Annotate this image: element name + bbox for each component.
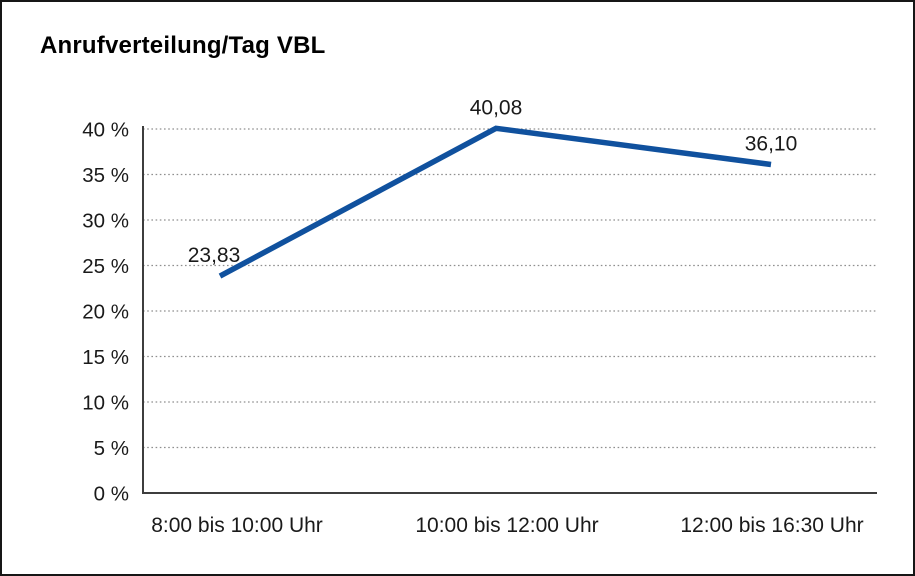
y-axis-tick-label: 5 % <box>94 437 129 460</box>
x-axis-category-label: 10:00 bis 12:00 Uhr <box>415 514 598 537</box>
y-axis-tick-label: 10 % <box>82 392 129 415</box>
y-axis-tick-label: 20 % <box>82 301 129 324</box>
data-point-label: 23,83 <box>188 244 241 267</box>
y-axis-tick-label: 25 % <box>82 255 129 278</box>
data-point-label: 36,10 <box>745 132 798 155</box>
y-axis-tick-label: 40 % <box>82 119 129 142</box>
y-axis-tick-label: 15 % <box>82 346 129 369</box>
y-axis-tick-label: 0 % <box>94 483 129 506</box>
chart-title: Anrufverteilung/Tag VBL <box>40 32 326 59</box>
x-axis-category-label: 8:00 bis 10:00 Uhr <box>151 514 323 537</box>
data-point-label: 40,08 <box>470 96 523 119</box>
data-line <box>218 125 772 279</box>
x-axis-category-label: 12:00 bis 16:30 Uhr <box>680 514 863 537</box>
y-axis-tick-label: 30 % <box>82 210 129 233</box>
y-axis-tick-label: 35 % <box>82 164 129 187</box>
